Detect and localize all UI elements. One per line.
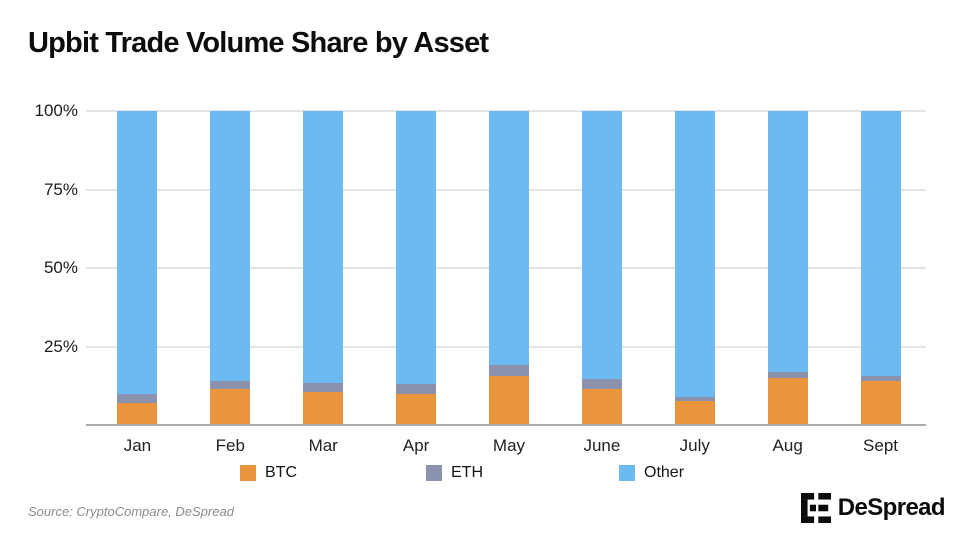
- bar-segment-eth-jan: [117, 393, 158, 404]
- y-axis-tick-100: 100%: [34, 101, 78, 120]
- y-axis-tick-50: 50%: [43, 258, 78, 277]
- bar-sept: [860, 111, 901, 425]
- legend-label-eth: ETH: [451, 464, 483, 481]
- bar-segment-eth-july: [674, 396, 715, 402]
- brand-name: DeSpread: [837, 494, 946, 521]
- bar-segment-btc-apr: [396, 393, 437, 425]
- source-note: Source: CryptoCompare, DeSpread: [28, 504, 234, 519]
- despread-logo-icon: [800, 493, 831, 523]
- x-axis-label-feb: Feb: [215, 436, 245, 455]
- bar-segment-other-jan: [117, 111, 158, 394]
- legend-item-eth: ETH: [426, 464, 483, 482]
- bar-aug: [767, 111, 808, 425]
- bar-segment-btc-aug: [767, 377, 808, 425]
- bar-segment-other-feb: [210, 111, 251, 382]
- bar-segment-other-aug: [767, 111, 808, 372]
- legend-item-btc: BTC: [240, 464, 297, 482]
- bar-segment-btc-mar: [303, 392, 344, 425]
- bar-mar: [303, 111, 344, 425]
- legend-swatch-eth: [426, 465, 442, 481]
- bar-segment-other-july: [674, 111, 715, 397]
- bar-segment-other-may: [489, 111, 529, 366]
- x-axis-line: [86, 424, 926, 426]
- x-axis-label-july: July: [679, 436, 710, 455]
- y-axis-tick-75: 75%: [43, 179, 78, 199]
- bar-segment-btc-feb: [210, 388, 251, 425]
- bar-segment-other-apr: [396, 111, 437, 385]
- bar-segment-other-sept: [860, 111, 901, 377]
- chart-title: Upbit Trade Volume Share by Asset: [28, 27, 489, 59]
- bar-segment-eth-feb: [210, 381, 251, 389]
- bar-segment-eth-may: [489, 365, 529, 377]
- bar-segment-eth-mar: [303, 382, 344, 393]
- bar-june: [581, 111, 622, 425]
- brand-logo: DeSpread: [800, 493, 946, 523]
- x-axis-label-june: June: [583, 436, 621, 455]
- bar-segment-eth-sept: [860, 376, 901, 382]
- legend-swatch-btc: [240, 465, 256, 481]
- bar-july: [674, 111, 715, 425]
- x-axis-label-aug: Aug: [772, 436, 803, 455]
- legend-item-other: Other: [619, 464, 684, 482]
- legend-label-other: Other: [644, 464, 685, 481]
- bar-apr: [396, 111, 437, 425]
- legend-label-btc: BTC: [265, 464, 297, 481]
- bar-segment-btc-sept: [860, 381, 901, 425]
- bar-segment-other-mar: [303, 111, 344, 383]
- y-axis-tick-25: 25%: [43, 336, 78, 356]
- bar-segment-btc-june: [581, 388, 622, 425]
- bar-feb: [210, 111, 251, 425]
- x-axis-label-mar: Mar: [308, 436, 338, 455]
- x-axis-label-sept: Sept: [863, 436, 899, 455]
- bar-segment-btc-jan: [117, 403, 158, 425]
- x-axis-label-may: May: [492, 436, 526, 455]
- x-axis-label-apr: Apr: [402, 436, 430, 455]
- x-axis-label-jan: Jan: [123, 436, 152, 455]
- bar-jan: [117, 111, 158, 425]
- bar-may: [489, 111, 529, 425]
- gridline-100: [86, 110, 926, 112]
- bar-segment-eth-aug: [767, 371, 808, 378]
- bar-segment-other-june: [581, 111, 622, 380]
- legend-swatch-other: [619, 465, 635, 481]
- bar-segment-btc-july: [674, 401, 715, 425]
- bar-segment-eth-june: [581, 379, 622, 389]
- bar-segment-btc-may: [489, 376, 529, 425]
- bar-segment-eth-apr: [396, 384, 437, 394]
